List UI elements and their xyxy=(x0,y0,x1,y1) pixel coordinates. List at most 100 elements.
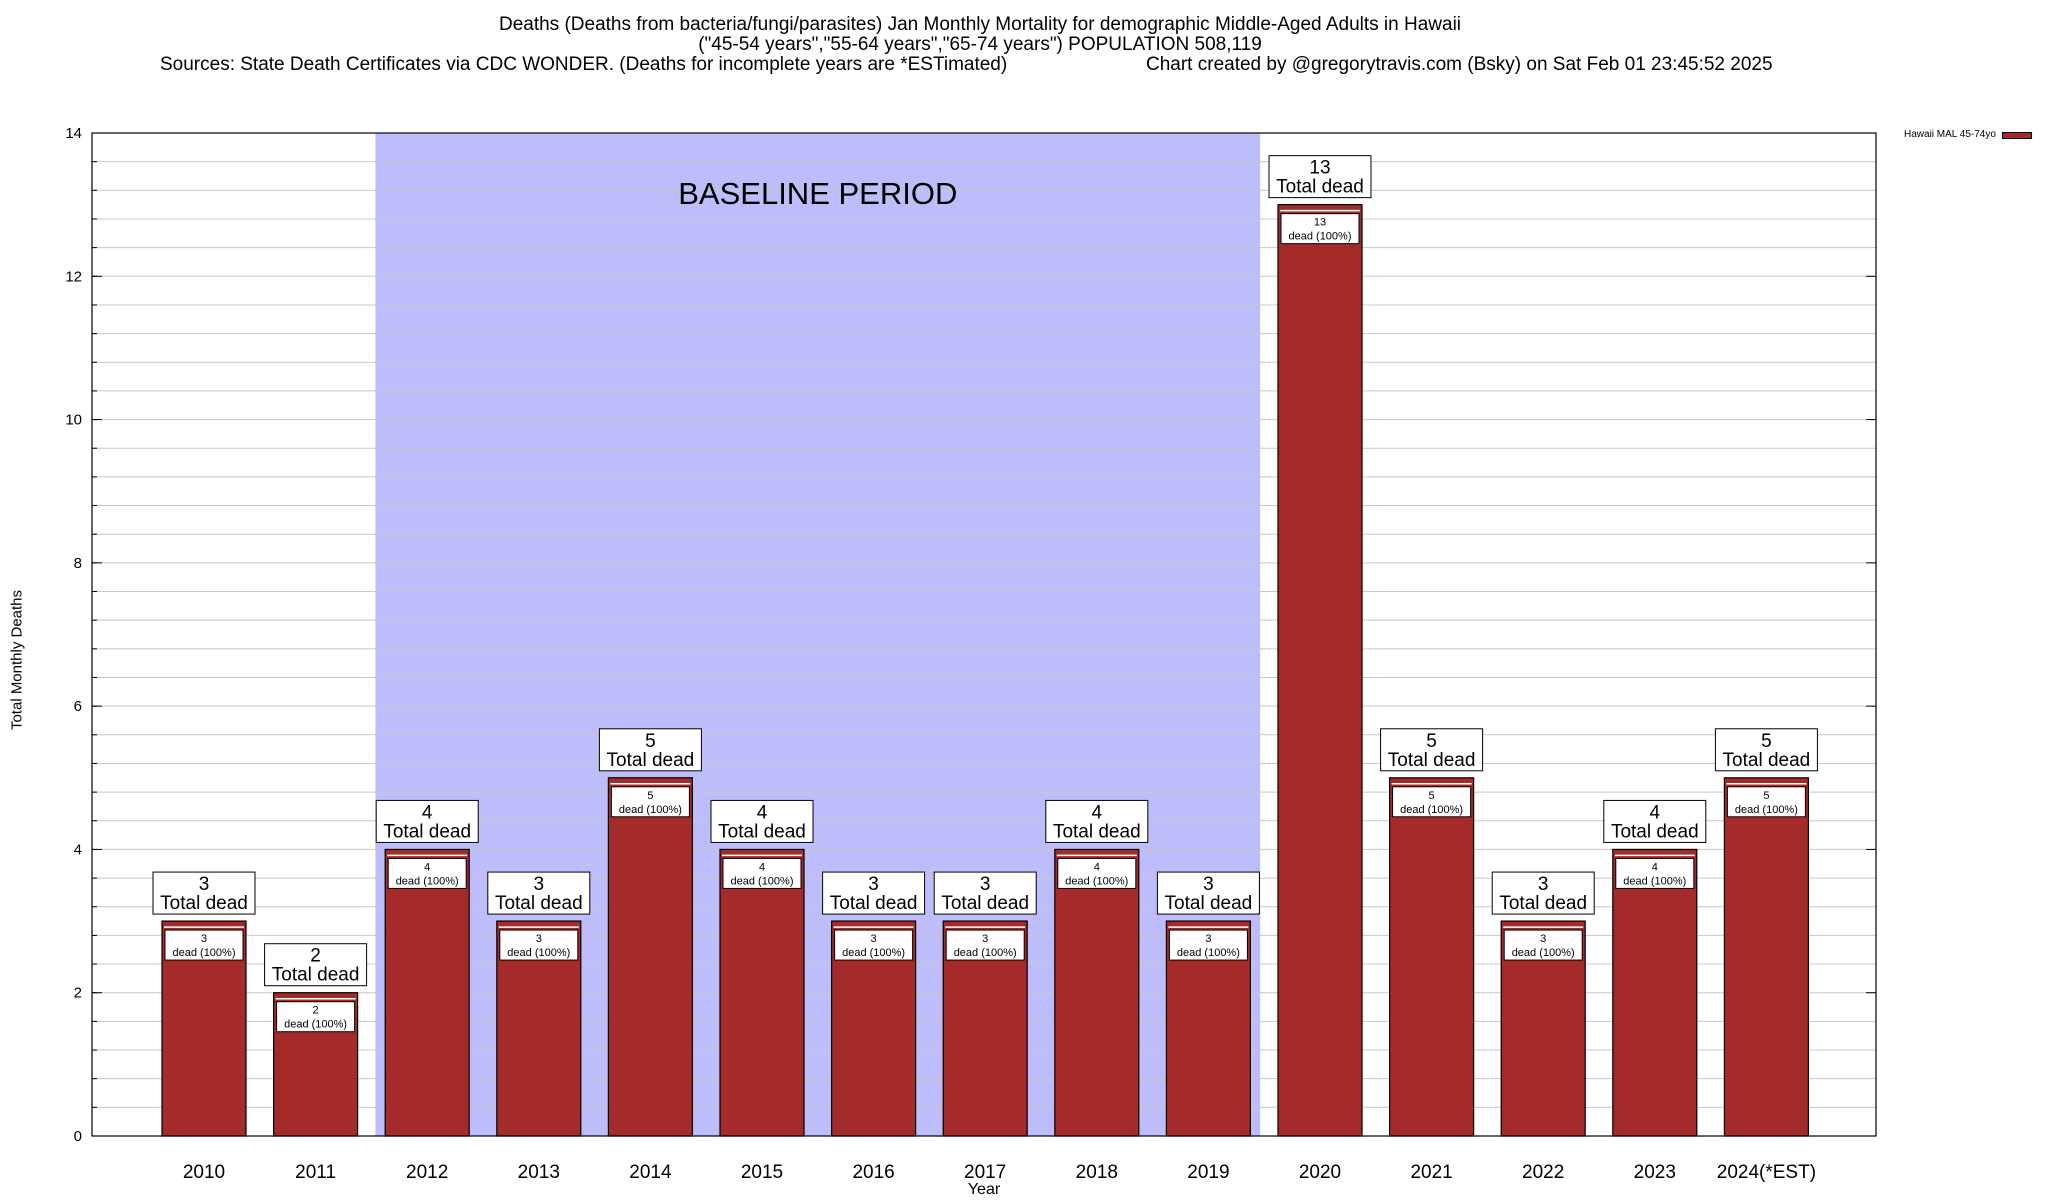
top-label-value: 5 xyxy=(1426,731,1437,752)
top-label-box xyxy=(487,871,591,915)
plot-border xyxy=(91,132,1877,1137)
inner-label-text: dead (100%) xyxy=(842,947,905,959)
inner-label-box xyxy=(945,929,1025,961)
inner-label-value: 5 xyxy=(647,790,653,802)
inner-label-text: dead (100%) xyxy=(1289,231,1352,243)
inner-label-box xyxy=(1280,213,1360,245)
inner-label-text: dead (100%) xyxy=(954,947,1017,959)
top-label-box xyxy=(1268,155,1372,199)
top-label-value: 3 xyxy=(1538,874,1549,895)
inner-label-text: dead (100%) xyxy=(1512,947,1575,959)
top-label-text: Total dead xyxy=(1499,893,1587,914)
top-label-box xyxy=(1714,728,1818,772)
bar xyxy=(1612,848,1698,1137)
top-label-text: Total dead xyxy=(495,893,583,914)
chart-subtitle: ("45-54 years","55-64 years","65-74 year… xyxy=(698,34,1262,55)
x-tick-label: 2014 xyxy=(629,1162,672,1183)
inner-label-value: 13 xyxy=(1314,217,1326,229)
top-label-value: 3 xyxy=(1203,874,1214,895)
x-tick-label: 2010 xyxy=(183,1162,225,1183)
inner-label-value: 3 xyxy=(1205,933,1211,945)
top-label-box xyxy=(375,799,479,843)
x-tick-label: 2011 xyxy=(295,1162,336,1183)
y-tick-label: 12 xyxy=(65,268,82,285)
top-label-box xyxy=(1156,871,1260,915)
top-label-box xyxy=(822,871,926,915)
top-label-box xyxy=(1045,799,1149,843)
y-tick-label: 10 xyxy=(65,412,82,429)
top-label-value: 4 xyxy=(1092,802,1103,823)
top-label-box xyxy=(152,871,256,915)
inner-label-box xyxy=(1503,929,1583,961)
bar xyxy=(719,848,805,1137)
inner-label-box xyxy=(834,929,914,961)
bar xyxy=(1388,777,1475,1137)
inner-label-value: 3 xyxy=(1540,933,1546,945)
legend-label: Hawaii MAL 45-74yo xyxy=(1904,129,1996,140)
inner-label-box xyxy=(1615,857,1695,889)
top-label-text: Total dead xyxy=(1165,893,1253,914)
x-tick-label: 2021 xyxy=(1410,1162,1452,1183)
inner-label-box xyxy=(276,1001,356,1033)
inner-label-box xyxy=(499,929,579,961)
top-label-box xyxy=(1491,871,1595,915)
top-label-text: Total dead xyxy=(718,821,806,842)
x-tick-label: 2020 xyxy=(1299,1162,1341,1183)
inner-label-value: 4 xyxy=(759,861,765,873)
inner-label-value: 2 xyxy=(313,1005,319,1017)
top-label-value: 2 xyxy=(310,946,321,967)
bar xyxy=(384,848,470,1137)
y-tick-label: 2 xyxy=(74,985,82,1002)
x-tick-label: 2012 xyxy=(406,1162,448,1183)
top-label-box xyxy=(598,728,702,772)
inner-label-box xyxy=(164,929,244,961)
bar xyxy=(1054,848,1140,1137)
inner-label-value: 5 xyxy=(1763,790,1769,802)
top-label-value: 4 xyxy=(757,802,768,823)
bar xyxy=(1277,204,1363,1137)
inner-label-value: 4 xyxy=(424,861,430,873)
inner-label-box xyxy=(1168,929,1248,961)
bar xyxy=(607,777,694,1137)
inner-label-text: dead (100%) xyxy=(173,947,236,959)
inner-label-value: 3 xyxy=(201,933,207,945)
inner-label-value: 5 xyxy=(1429,790,1435,802)
inner-label-value: 3 xyxy=(871,933,877,945)
inner-label-text: dead (100%) xyxy=(1400,804,1463,816)
inner-label-box xyxy=(722,857,802,889)
top-label-text: Total dead xyxy=(1611,821,1699,842)
x-tick-label: 2013 xyxy=(518,1162,560,1183)
top-label-text: Total dead xyxy=(1723,750,1811,771)
x-tick-label: 2017 xyxy=(964,1162,1006,1183)
chart-title: Deaths (Deaths from bacteria/fungi/paras… xyxy=(498,14,1462,35)
inner-label-value: 4 xyxy=(1094,861,1100,873)
chart-credit: Chart created by @gregorytravis.com (Bsk… xyxy=(1146,54,1773,75)
top-label-text: Total dead xyxy=(160,893,248,914)
inner-label-text: dead (100%) xyxy=(1735,804,1798,816)
top-label-value: 3 xyxy=(868,874,879,895)
top-label-box xyxy=(1603,799,1707,843)
chart-sources: Sources: State Death Certificates via CD… xyxy=(160,54,1008,75)
top-label-value: 5 xyxy=(645,731,656,752)
x-tick-label: 2016 xyxy=(852,1162,894,1183)
x-tick-label: 2019 xyxy=(1187,1162,1229,1183)
x-tick-label: 2024(*EST) xyxy=(1717,1162,1816,1183)
legend-swatch xyxy=(2001,131,2032,139)
top-label-value: 13 xyxy=(1309,158,1330,179)
y-tick-label: 6 xyxy=(74,698,82,715)
top-label-text: Total dead xyxy=(272,965,360,986)
inner-label-text: dead (100%) xyxy=(284,1019,347,1031)
legend: Hawaii MAL 45-74yo xyxy=(1904,128,2032,142)
top-label-box xyxy=(264,943,368,987)
top-label-value: 4 xyxy=(1650,802,1661,823)
inner-label-box xyxy=(610,786,690,818)
top-label-value: 4 xyxy=(422,802,433,823)
y-tick-label: 14 xyxy=(65,125,82,142)
y-tick-label: 8 xyxy=(74,555,82,572)
inner-label-text: dead (100%) xyxy=(1177,947,1240,959)
inner-label-text: dead (100%) xyxy=(619,804,682,816)
x-tick-label: 2022 xyxy=(1522,1162,1564,1183)
top-label-box xyxy=(710,799,814,843)
top-label-value: 3 xyxy=(199,874,210,895)
y-tick-label: 0 xyxy=(74,1128,82,1145)
